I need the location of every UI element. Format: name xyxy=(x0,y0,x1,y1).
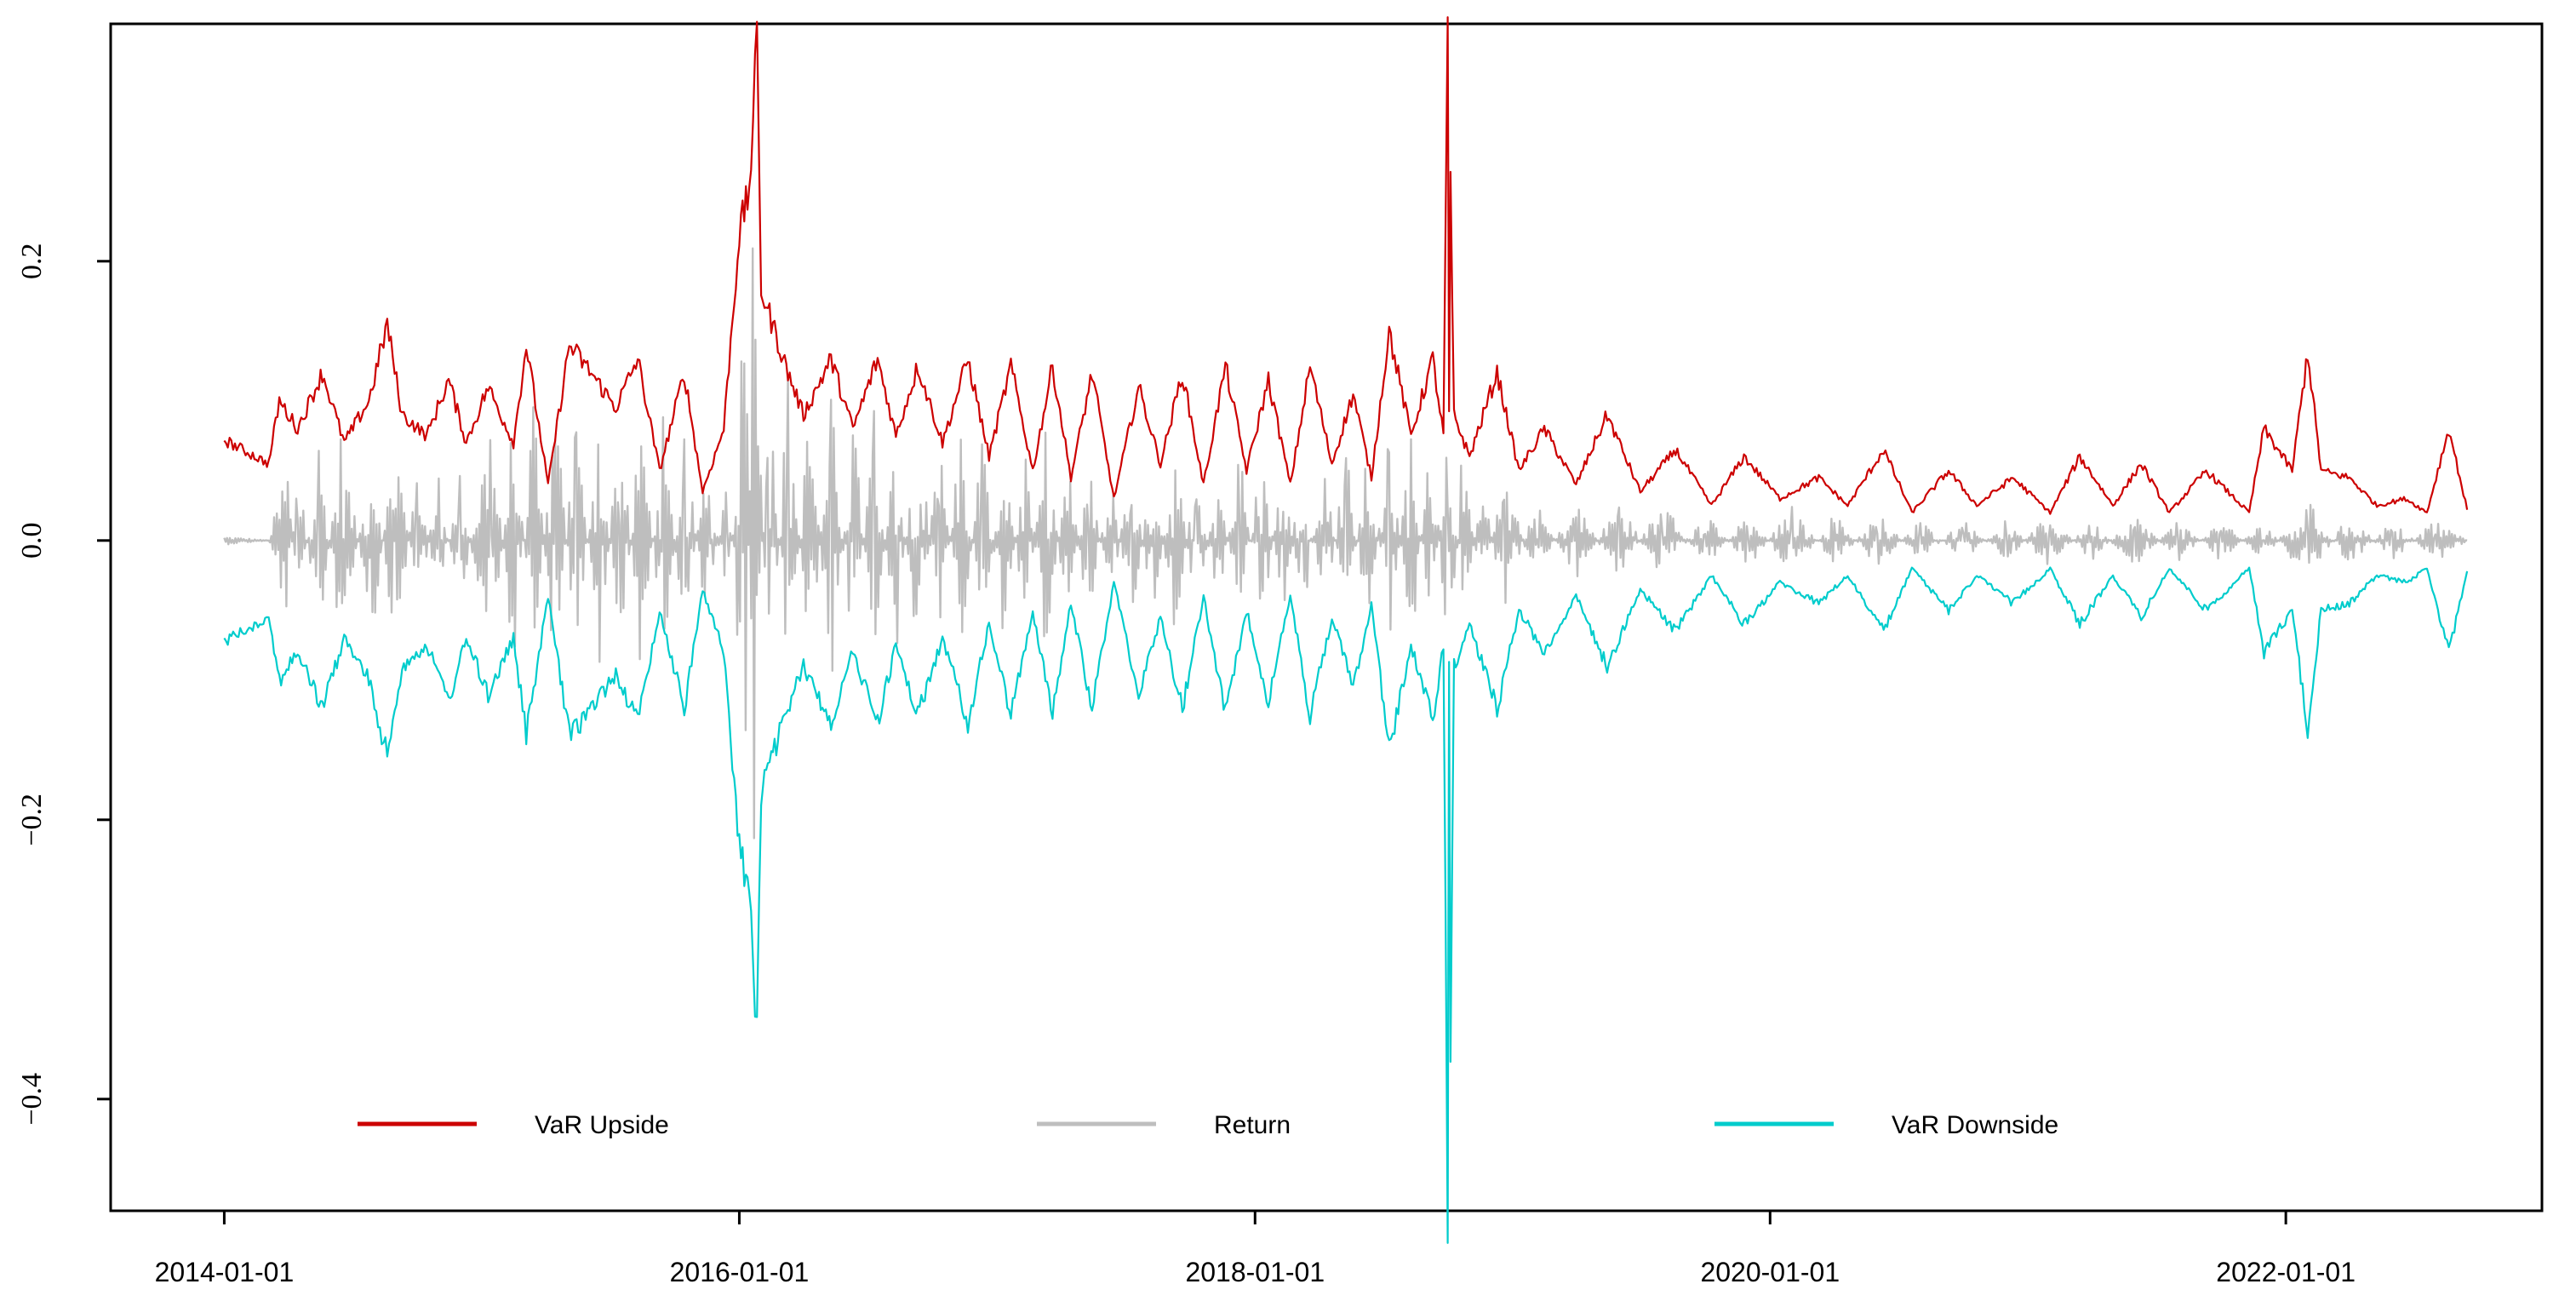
series-line-return xyxy=(223,247,2468,840)
series-line-var-downside xyxy=(223,566,2469,1244)
legend-label-var-upside: VaR Upside xyxy=(535,1111,669,1139)
x-tick-label: 2014-01-01 xyxy=(155,1257,295,1287)
y-tick-label: 0.0 xyxy=(16,523,48,559)
x-tick-label: 2022-01-01 xyxy=(2216,1257,2356,1287)
series-layer xyxy=(223,16,2469,1244)
legend: VaR Upside Return VaR Downside xyxy=(358,1111,2058,1139)
plot-frame xyxy=(109,22,2544,1212)
series-line-var-upside xyxy=(223,16,2469,515)
legend-label-return: Return xyxy=(1214,1111,1291,1139)
y-tick-label: −0.2 xyxy=(16,794,48,846)
axes-layer: 2014-01-01 2016-01-01 2018-01-01 2020-01-01… xyxy=(16,244,2356,1287)
x-tick-label: 2016-01-01 xyxy=(670,1257,810,1287)
y-tick-label: −0.4 xyxy=(16,1073,48,1126)
legend-label-var-downside: VaR Downside xyxy=(1892,1111,2058,1139)
y-tick-label: 0.2 xyxy=(16,244,48,280)
x-tick-label: 2020-01-01 xyxy=(1700,1257,1840,1287)
x-tick-label: 2018-01-01 xyxy=(1185,1257,1325,1287)
